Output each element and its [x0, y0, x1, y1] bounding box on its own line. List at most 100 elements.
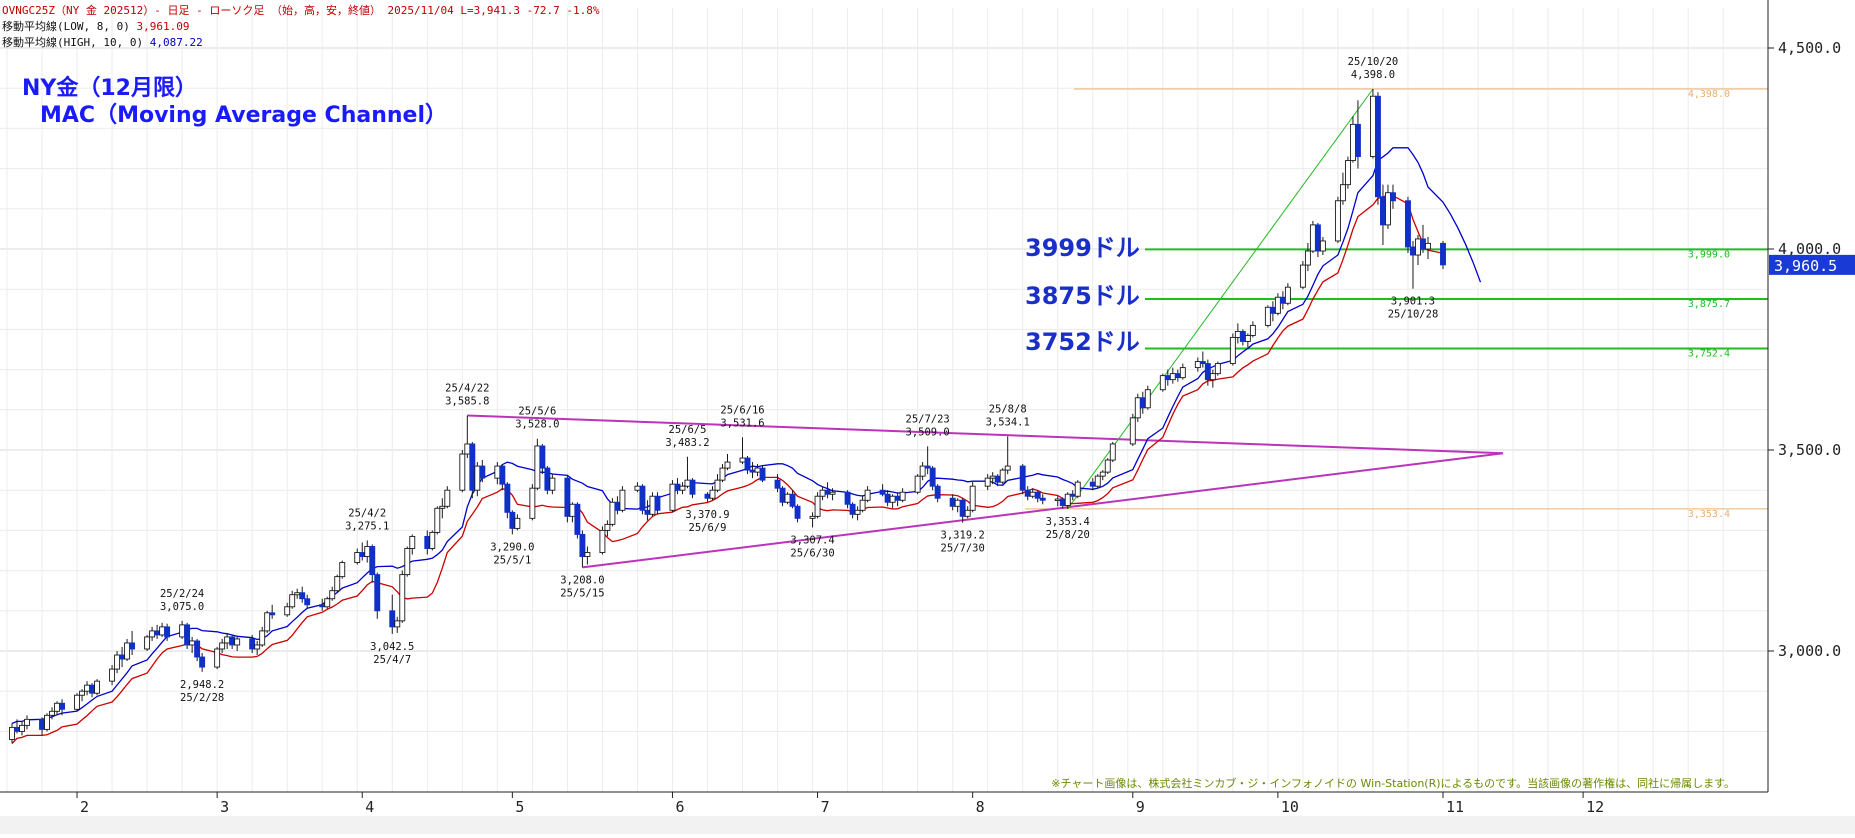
- annotation-value: 3,370.9: [685, 509, 729, 521]
- candle: [79, 689, 85, 702]
- candle-body-up: [684, 479, 691, 487]
- candle: [9, 723, 15, 744]
- annotation-date: 25/7/30: [941, 543, 985, 555]
- candle: [1134, 393, 1141, 422]
- candle: [504, 482, 511, 519]
- candle-body-down: [689, 479, 696, 495]
- candle-body-up: [919, 465, 926, 477]
- candle: [74, 693, 80, 712]
- ma-low-label: 移動平均線(LOW, 8, 0): [2, 20, 130, 33]
- price-annotation: 2,948.225/2/28: [180, 679, 224, 704]
- candle: [214, 646, 221, 670]
- candle: [689, 478, 696, 499]
- candle-body-down: [1279, 296, 1286, 304]
- candle: [1244, 333, 1251, 348]
- candle-body-down: [639, 485, 646, 511]
- candle: [409, 534, 416, 555]
- candle: [969, 482, 976, 513]
- candle-body-up: [534, 445, 541, 489]
- candle-body-up: [719, 467, 726, 481]
- annotation-date: 25/2/28: [180, 692, 224, 704]
- candle: [1214, 361, 1221, 376]
- price-annotation: 3,208.025/5/15: [560, 574, 604, 599]
- candle-body-up: [1264, 306, 1271, 326]
- candle-body-down: [479, 465, 486, 479]
- candle: [1004, 436, 1011, 475]
- candle: [44, 713, 50, 732]
- x-tick-label: 8: [976, 798, 985, 816]
- candle-body-up: [124, 642, 131, 660]
- candle-body-down: [704, 493, 711, 499]
- candle-body-down: [59, 702, 65, 710]
- candle-body-up: [1299, 264, 1306, 288]
- candle-body-up: [144, 636, 151, 650]
- candle-body-up: [999, 469, 1006, 483]
- candle: [194, 638, 201, 662]
- annotation-value: 3,042.5: [370, 641, 414, 653]
- candle: [1425, 236, 1431, 260]
- candle-body-up: [1109, 443, 1116, 461]
- candle: [1304, 242, 1311, 272]
- candle-body-down: [154, 630, 161, 636]
- candle-body-up: [1054, 498, 1061, 501]
- candle-body-up: [1425, 242, 1431, 250]
- candle: [1229, 333, 1236, 366]
- candle-body-up: [444, 489, 451, 507]
- candle: [529, 484, 536, 521]
- price-annotation: 25/6/163,531.6: [720, 404, 764, 429]
- candle-body-up: [114, 654, 121, 670]
- candle: [479, 460, 486, 483]
- candle: [1274, 293, 1281, 316]
- candle: [49, 707, 55, 720]
- candle-body-up: [1194, 361, 1201, 369]
- annotation-date: 25/4/7: [373, 654, 411, 666]
- annotation-date: 25/6/5: [669, 424, 707, 436]
- price-annotation: 3,370.925/6/9: [685, 509, 729, 534]
- candle: [759, 466, 766, 483]
- candle: [284, 602, 291, 617]
- candle-body-down: [879, 489, 886, 495]
- candle: [1284, 283, 1291, 306]
- candle: [304, 594, 311, 609]
- candle-body-down: [614, 501, 621, 511]
- candle-body-up: [494, 465, 501, 479]
- candle-body-down: [269, 612, 276, 616]
- candle: [714, 474, 721, 493]
- annotation-value: 3,208.0: [560, 574, 604, 586]
- candle-body-down: [509, 511, 516, 529]
- candle-body-up: [714, 479, 721, 491]
- candle-body-up: [1214, 363, 1221, 375]
- candle: [1204, 359, 1211, 386]
- candle-body-up: [1004, 465, 1011, 471]
- candle-body-down: [1069, 493, 1076, 497]
- candle: [24, 715, 30, 730]
- annotation-value: 2,948.2: [180, 679, 224, 691]
- candle: [1344, 156, 1351, 189]
- candle-body-up: [264, 612, 271, 632]
- annotation-value: 3,075.0: [160, 601, 204, 613]
- candle-body-down: [1354, 123, 1361, 157]
- candle: [334, 574, 341, 593]
- candle: [584, 546, 591, 565]
- candle-body-down: [1239, 330, 1246, 342]
- candle: [1334, 196, 1341, 243]
- candle-body-up: [1244, 334, 1251, 342]
- annotation-date: 25/4/22: [445, 383, 489, 395]
- candle-body-down: [579, 533, 586, 557]
- candle-body-up: [1319, 240, 1326, 252]
- candle: [129, 630, 136, 656]
- candle: [1299, 261, 1306, 290]
- price-annotation: 3,353.425/8/20: [1046, 516, 1090, 541]
- candle-body-up: [1309, 224, 1316, 252]
- candle: [1390, 184, 1396, 209]
- candle: [184, 622, 191, 649]
- candle: [724, 454, 731, 471]
- annotation-value: 3,585.8: [445, 396, 489, 408]
- scroll-area[interactable]: [0, 816, 1855, 834]
- price-annotation: 3,042.525/4/7: [370, 641, 414, 666]
- candle: [1159, 373, 1166, 392]
- annotation-value: 3,534.1: [986, 416, 1030, 428]
- trendline-triangle-lower: [582, 452, 1504, 569]
- candle-body-down: [1269, 306, 1276, 314]
